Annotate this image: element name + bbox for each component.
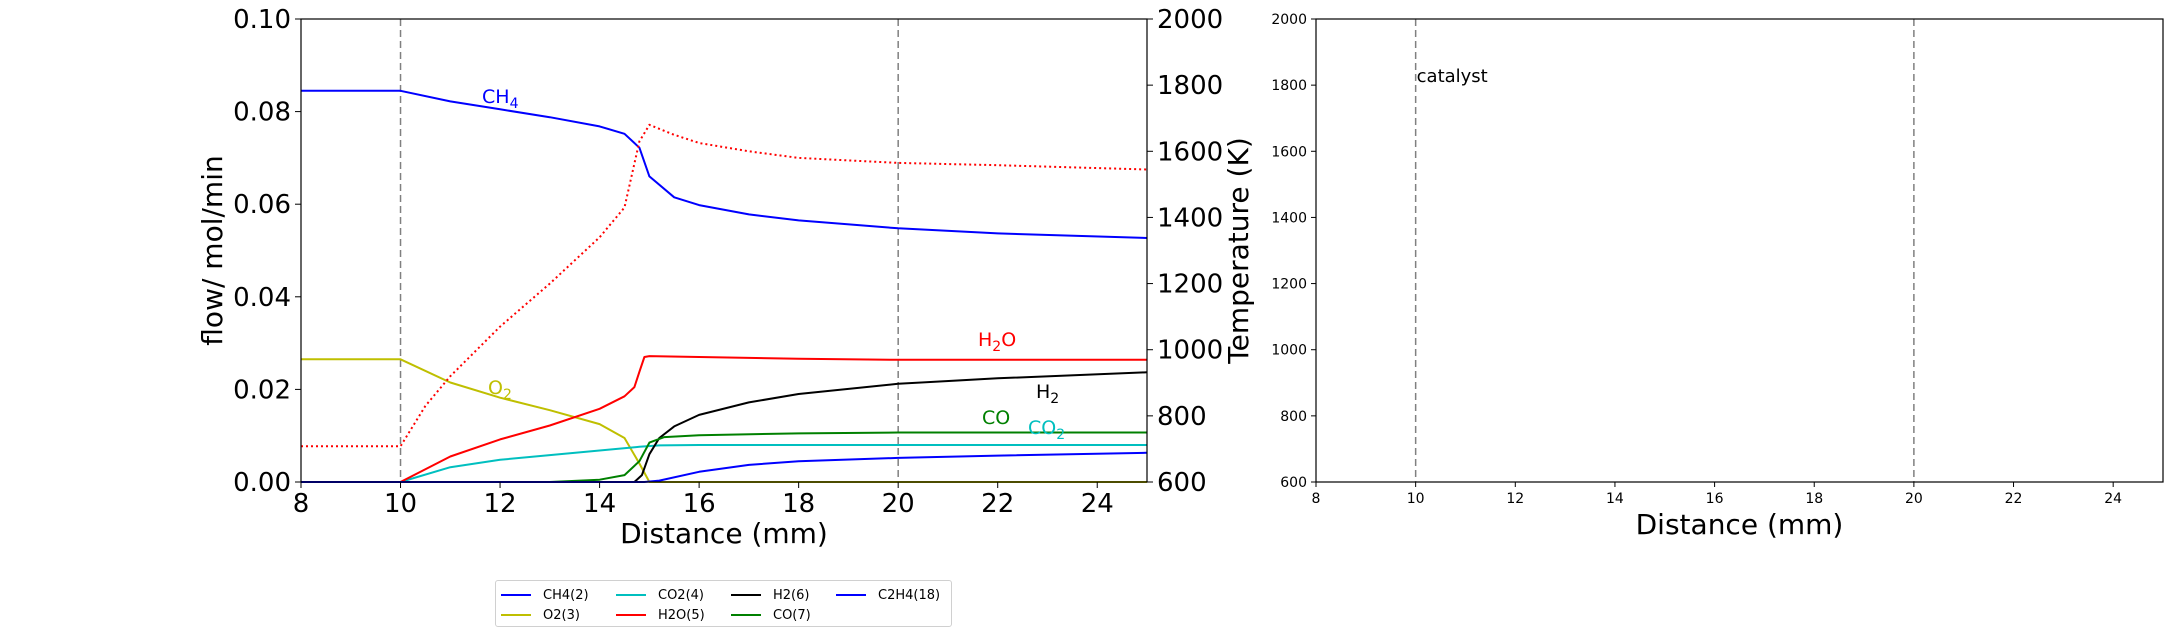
series-line-h2-6- <box>301 371 1148 483</box>
legend-item-c2h4: C2H4(18) <box>836 587 940 603</box>
series-label-o2-3-: O2 <box>488 377 512 403</box>
legend-item-co: CO(7) <box>731 607 811 623</box>
legend-swatch <box>501 594 531 596</box>
x-tick-label: 10 <box>384 489 417 519</box>
x-tick-label: 8 <box>293 489 310 519</box>
legend-label: H2(6) <box>773 587 810 603</box>
series-line-h2o-5- <box>301 355 1147 483</box>
legend-swatch <box>836 594 866 596</box>
y-tick-label-right: 1600 <box>1157 137 1223 167</box>
legend-swatch <box>616 614 646 616</box>
x-tick-label: 20 <box>882 489 915 519</box>
legend-item-co2: CO2(4) <box>616 587 704 603</box>
x-tick-label: 14 <box>1606 491 1624 507</box>
y-axis-label-left: flow/ mol/min <box>196 155 229 345</box>
series-line-co2-4- <box>301 444 1147 483</box>
x-tick-label: 12 <box>1506 491 1524 507</box>
y-tick-label-left: 0.04 <box>233 283 291 313</box>
y-tick-label-left: 0.10 <box>233 5 291 35</box>
series-label-co-7-: CO <box>982 407 1010 429</box>
legend-label: H2O(5) <box>658 607 705 623</box>
legend-label: CO(7) <box>773 607 811 623</box>
y-tick-label-left: 0.08 <box>233 98 291 128</box>
legend-label: CH4(2) <box>543 587 589 603</box>
y-tick-label-right: 2000 <box>1157 5 1223 35</box>
legend-item-h2: H2(6) <box>731 587 809 603</box>
x-axis-label: Distance (mm) <box>1636 508 1844 541</box>
y-tick-label-right: 800 <box>1157 402 1207 432</box>
series-line-temperature <box>301 123 1148 448</box>
legend-item-ch4: CH4(2) <box>501 587 589 603</box>
y-tick-label: 800 <box>1280 409 1307 425</box>
plot-frame <box>1315 18 2164 483</box>
catalyst-annotation: catalyst <box>1417 66 1488 87</box>
y-tick-label-right: 1000 <box>1157 336 1223 366</box>
left-chart: 8 10 12 14 16 18 20 22 24 0.00 0.02 0.04 0.06 0.08 0.1… <box>196 5 1255 550</box>
y-tick-label-left: 0.00 <box>233 468 291 498</box>
x-tick-label: 12 <box>484 489 517 519</box>
legend-swatch <box>616 594 646 596</box>
x-tick-label: 24 <box>1081 489 1114 519</box>
y-tick-label: 1000 <box>1271 343 1307 359</box>
y-tick-label: 600 <box>1280 475 1307 491</box>
y-tick-label-left: 0.02 <box>233 375 291 405</box>
y-tick-label-right: 1800 <box>1157 71 1223 101</box>
legend-swatch <box>731 614 761 616</box>
legend-label: O2(3) <box>543 607 580 623</box>
x-tick-label: 16 <box>683 489 716 519</box>
x-tick-label: 20 <box>1905 491 1923 507</box>
x-tick-label: 24 <box>2104 491 2122 507</box>
x-tick-label: 10 <box>1407 491 1425 507</box>
x-tick-label: 8 <box>1312 491 1321 507</box>
legend-swatch <box>731 594 761 596</box>
legend-swatch <box>501 614 531 616</box>
series-label-ch4-2-: CH4 <box>482 86 519 112</box>
y-tick-label: 1400 <box>1271 210 1307 226</box>
series-line-ch4-2- <box>301 89 1148 239</box>
y-tick-label: 2000 <box>1271 12 1307 28</box>
y-tick-label: 1200 <box>1271 277 1307 293</box>
y-tick-label-right: 1400 <box>1157 203 1223 233</box>
y-axis-label-right: Temperature (K) <box>1222 137 1255 364</box>
series-label-h2-6-: H2 <box>1036 381 1059 407</box>
legend-label: C2H4(18) <box>878 587 941 603</box>
y-tick-label: 1800 <box>1271 78 1307 94</box>
y-tick-label-right: 1200 <box>1157 270 1223 300</box>
legend-item-o2: O2(3) <box>501 607 580 623</box>
x-tick-label: 22 <box>981 489 1014 519</box>
x-tick-label: 16 <box>1706 491 1724 507</box>
x-axis-label: Distance (mm) <box>620 517 828 550</box>
y-tick-label-left: 0.06 <box>233 190 291 220</box>
chart-legend: CH4(2) O2(3) CO2(4) H2O(5) H2(6) CO(7) C… <box>495 580 952 627</box>
legend-label: CO2(4) <box>658 587 704 603</box>
x-tick-label: 18 <box>1805 491 1823 507</box>
x-tick-label: 14 <box>583 489 616 519</box>
series-label-h2o-5-: H2O <box>978 329 1016 355</box>
y-tick-label-right: 600 <box>1157 468 1207 498</box>
series-line-co-7- <box>301 431 1147 483</box>
x-tick-label: 22 <box>2005 491 2023 507</box>
legend-item-h2o: H2O(5) <box>616 607 705 623</box>
series-label-co2-4-: CO2 <box>1028 417 1065 443</box>
plot-frame <box>300 18 1148 483</box>
x-tick-label: 18 <box>782 489 815 519</box>
y-tick-label: 1600 <box>1271 144 1307 160</box>
right-chart: 8 10 12 14 16 18 20 22 24 600 800 1000 1200 1400 1600 1… <box>1271 12 2164 541</box>
